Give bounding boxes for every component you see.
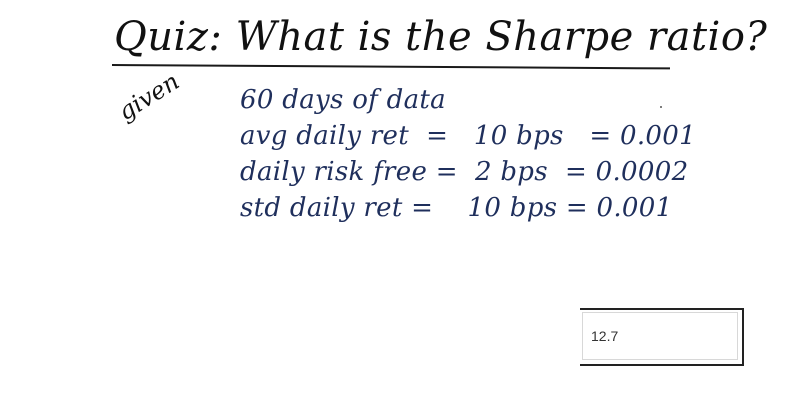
answer-input[interactable] bbox=[582, 312, 738, 360]
answer-box-right-line bbox=[742, 308, 744, 366]
given-line-daily-risk-free: daily risk free = 2 bps = 0.0002 bbox=[240, 157, 689, 187]
quiz-title: Quiz: What is the Sharpe ratio? bbox=[114, 14, 768, 60]
answer-box-bottom-line bbox=[580, 364, 744, 366]
given-line-days: 60 days of data bbox=[240, 85, 446, 115]
given-line-std-daily-ret: std daily ret = 10 bps = 0.001 bbox=[240, 193, 673, 223]
stray-dot bbox=[660, 106, 662, 108]
answer-box bbox=[580, 308, 744, 366]
given-line-avg-daily-ret: avg daily ret = 10 bps = 0.001 bbox=[240, 121, 696, 151]
given-list: 60 days of data avg daily ret = 10 bps =… bbox=[240, 82, 696, 226]
title-underline bbox=[111, 64, 670, 70]
given-label: given bbox=[113, 67, 185, 126]
answer-box-top-line bbox=[580, 308, 744, 310]
